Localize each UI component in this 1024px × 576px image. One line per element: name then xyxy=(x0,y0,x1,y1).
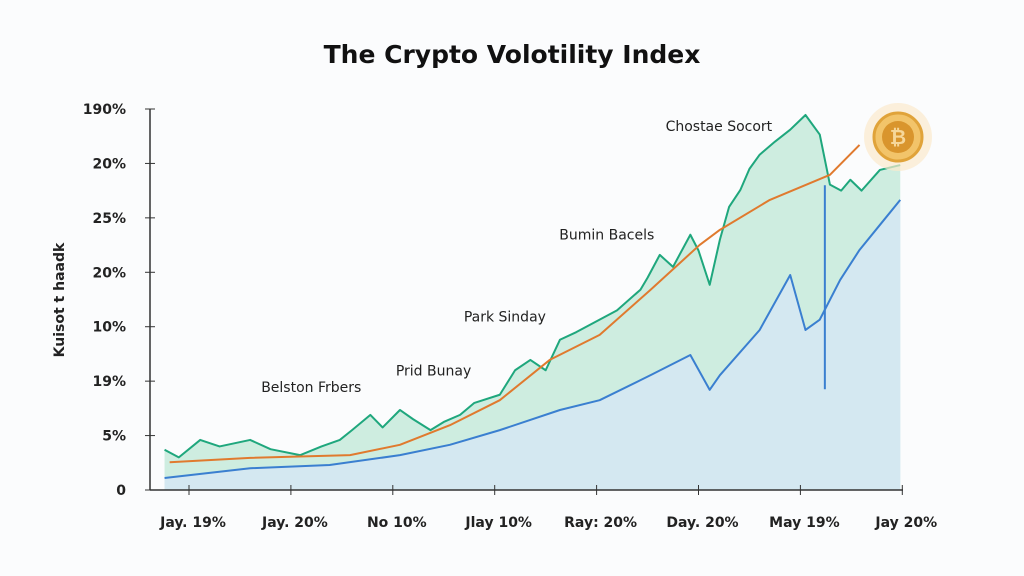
x-tick-label: No 10% xyxy=(367,515,427,531)
blue-series-line xyxy=(164,199,902,480)
y-tick-label: 20% xyxy=(92,265,126,281)
x-tick-label: Day. 20% xyxy=(666,515,738,531)
x-tick-label: Ray: 20% xyxy=(564,515,637,531)
y-axis-label: Kuisot t haadk xyxy=(52,242,68,357)
y-tick-label: 0 xyxy=(116,483,126,499)
svg-text:₿: ₿ xyxy=(890,125,906,149)
blue-series-area xyxy=(164,199,901,490)
annotation-label: Belston Frbers xyxy=(261,380,361,396)
annotation-label: Bumin Bacels xyxy=(559,228,654,244)
x-tick-label: Jay. 20% xyxy=(261,515,328,531)
y-tick-label: 10% xyxy=(92,320,126,336)
x-tick-label: May 19% xyxy=(769,515,839,531)
y-tick-label: 20% xyxy=(92,156,126,172)
bitcoin-coin-icon: ₿ xyxy=(864,103,932,171)
y-tick-label: 25% xyxy=(92,211,126,227)
green-series-line xyxy=(164,113,901,459)
y-tick-label: 190% xyxy=(83,102,126,118)
orange-series-line xyxy=(169,144,861,464)
x-tick-label: Jay. 19% xyxy=(159,515,226,531)
y-tick-label: 19% xyxy=(92,374,126,390)
x-tick-label: Jlay 10% xyxy=(464,515,532,531)
y-tick-label: 5% xyxy=(102,429,126,445)
chart-title: The Crypto Volotility Index xyxy=(323,40,701,69)
annotation-label: Prid Bunay xyxy=(396,364,471,380)
annotation-label: Park Sinday xyxy=(464,309,546,325)
annotation-label: Chostae Socort xyxy=(666,119,773,135)
x-tick-label: Jay 20% xyxy=(874,515,937,531)
